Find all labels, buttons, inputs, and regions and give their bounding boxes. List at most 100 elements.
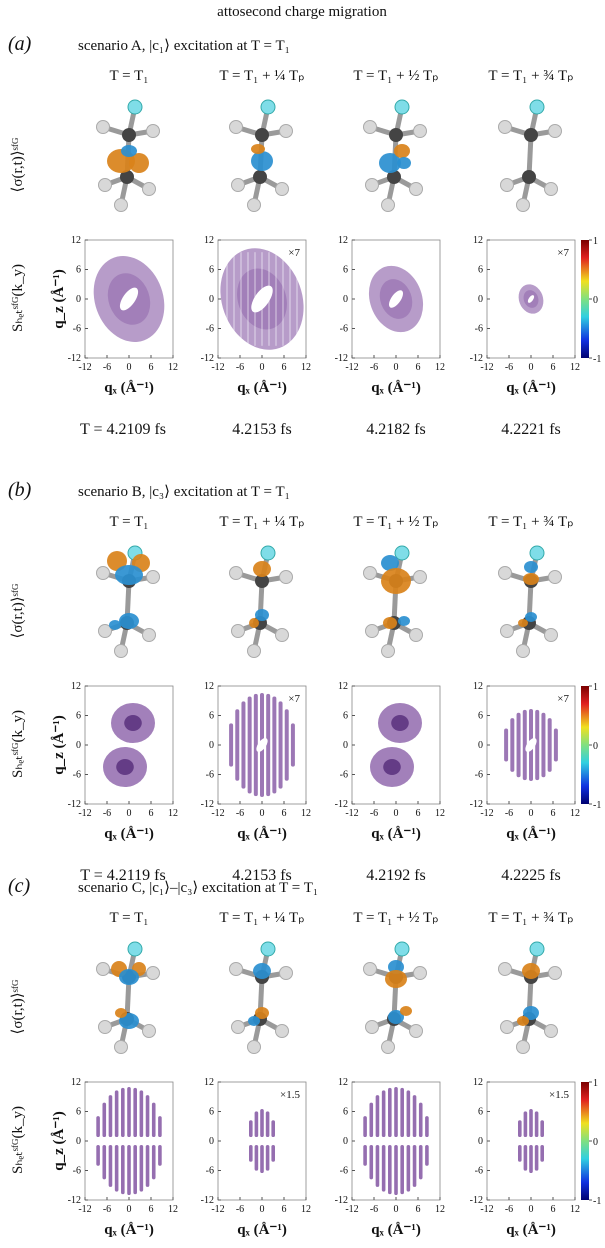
fluorine-atom [260, 99, 276, 115]
hydrogen-atom [498, 120, 512, 134]
y-tick-label: -12 [335, 1195, 348, 1206]
y-tick-label: -12 [335, 353, 348, 364]
carbon-atom [255, 574, 269, 588]
orbital-lobe [397, 157, 411, 169]
heatmap-stripe [529, 1145, 533, 1173]
hydrogen-atom [279, 124, 293, 138]
y-tick-label: -6 [340, 1166, 348, 1177]
y-tick-label: 0 [209, 294, 214, 305]
heatmap-stripe [254, 1111, 259, 1137]
hydrogen-atom [96, 962, 110, 976]
heatmap-stripe [412, 1145, 417, 1187]
heatmap-stripe [418, 1145, 423, 1180]
hydrogen-atom [548, 966, 562, 980]
heatmap-stripe [394, 1145, 398, 1195]
time-header: T = T₁ + ¾ Tₚ [488, 514, 573, 530]
x-tick-label: -6 [370, 808, 378, 819]
heatmap-stripe [522, 709, 527, 781]
y-tick-label: 0 [343, 1136, 348, 1147]
hydrogen-atom [381, 1040, 395, 1054]
y-tick-label: 12 [338, 1077, 348, 1088]
time-header: T = T₁ + ¼ Tₚ [219, 68, 304, 84]
heatmap-stripe [284, 709, 289, 781]
x-tick-label: 6 [282, 1204, 287, 1215]
heatmap-core [383, 759, 401, 775]
hydrogen-atom [229, 120, 243, 134]
heatmap-stripe [151, 1102, 156, 1137]
heatmap-stripe [247, 696, 252, 794]
fluorine-atom [127, 99, 143, 115]
orbital-lobe [388, 1010, 404, 1024]
x-tick-label: 6 [551, 362, 556, 373]
heatmap-stripe [540, 1145, 544, 1162]
orbital-lobe [251, 151, 273, 171]
y-tick-label: 6 [478, 1107, 483, 1118]
heatmap-stripe [235, 709, 240, 781]
heatmap-stripe [96, 1145, 100, 1166]
hydrogen-atom [413, 124, 427, 138]
heatmap-stripe [388, 1087, 392, 1137]
x-tick-label: 6 [416, 362, 421, 373]
colorbar-tick-label: -1 [593, 1196, 601, 1207]
scale-factor: ×7 [557, 247, 569, 259]
x-tick-label: 0 [394, 362, 399, 373]
x-tick-label: -12 [345, 1204, 358, 1215]
heatmap-stripe [425, 1145, 429, 1166]
y-tick-label: 6 [209, 265, 214, 276]
heatmap-stripe [523, 1145, 528, 1171]
x-tick-label: 12 [168, 808, 178, 819]
y-tick-label: -12 [470, 799, 483, 810]
orbital-lobe [248, 1016, 260, 1026]
x-tick-label: -6 [103, 1204, 111, 1215]
heatmap-core [116, 759, 134, 775]
hydrogen-atom [409, 182, 423, 196]
hydrogen-atom [114, 1040, 128, 1054]
time-header: T = T₁ + ½ Tₚ [353, 910, 438, 926]
heatmap-hole [527, 295, 535, 303]
hydrogen-atom [409, 628, 423, 642]
x-tick-label: -6 [505, 1204, 513, 1215]
x-tick-label: 6 [551, 808, 556, 819]
hydrogen-atom [98, 1020, 112, 1034]
heatmap-stripe [400, 1087, 404, 1137]
y-tick-label: 6 [343, 1107, 348, 1118]
colorbar-tick-label: 1 [593, 682, 598, 693]
hydrogen-atom [231, 1020, 245, 1034]
orbital-lobe [121, 145, 137, 157]
heatmap-stripe [400, 1145, 404, 1195]
heatmap-stripe [418, 1102, 423, 1137]
orbital-lobe [115, 565, 143, 585]
heatmap-stripe [253, 693, 258, 797]
hydrogen-atom [146, 124, 160, 138]
hydrogen-atom [231, 178, 245, 192]
hydrogen-atom [365, 1020, 379, 1034]
heatmap-stripe [260, 1145, 264, 1173]
hydrogen-atom [544, 182, 558, 196]
timestamp: 4.2182 fs [366, 421, 426, 438]
orbital-lobe [523, 573, 539, 585]
x-tick-label: 12 [570, 362, 580, 373]
carbon-atom [524, 128, 538, 142]
y-tick-label: 6 [209, 1107, 214, 1118]
x-tick-label: 12 [435, 808, 445, 819]
colorbar-tick-label: -1 [593, 354, 601, 365]
y-tick-label: -6 [206, 324, 214, 335]
scale-factor: ×1.5 [549, 1089, 569, 1101]
heatmap-stripe [290, 723, 295, 767]
time-header: T = T₁ + ¾ Tₚ [488, 68, 573, 84]
heatmap-stripe [535, 709, 540, 781]
y-tick-label: 12 [338, 235, 348, 246]
heatmap-stripe [158, 1145, 162, 1166]
x-axis-label: qₓ (Å⁻¹) [237, 380, 287, 396]
scenario-title: scenario B, |c₃⟩ excitation at T = T₁ [78, 484, 290, 500]
x-tick-label: 0 [529, 362, 534, 373]
y-tick-label: 0 [478, 740, 483, 751]
fluorine-atom [394, 545, 410, 561]
y-tick-label: 0 [478, 294, 483, 305]
row-label: Sₕₑₜˢᶠᴳ(k_y) [10, 710, 26, 778]
heatmap-stripe [278, 701, 283, 789]
y-tick-label: 0 [76, 294, 81, 305]
y-tick-label: -6 [73, 770, 81, 781]
heatmap-stripe [241, 701, 246, 789]
heatmap-core [124, 715, 142, 731]
